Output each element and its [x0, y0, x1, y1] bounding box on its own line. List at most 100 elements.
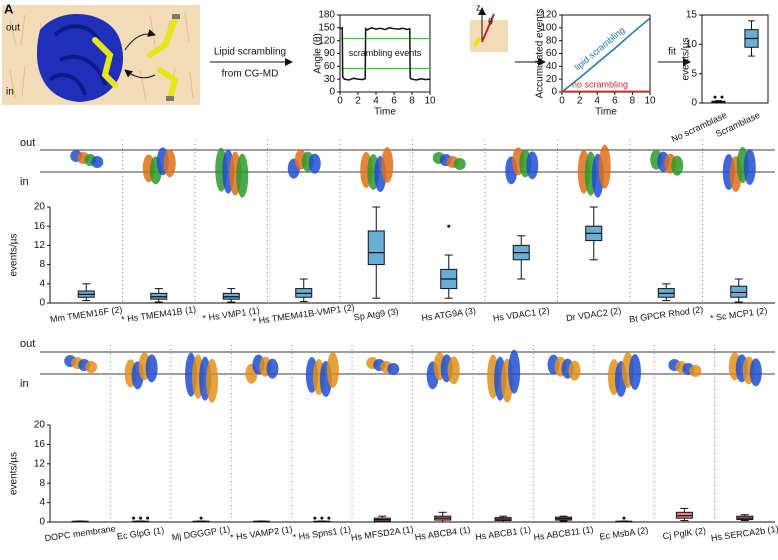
protein-structure	[505, 147, 539, 185]
x-tick-label: 4	[373, 96, 379, 107]
y-tick-label: 0	[39, 517, 45, 528]
protein-structure	[607, 352, 641, 397]
structure-blob	[206, 358, 219, 403]
structure-blob	[447, 356, 460, 385]
structure-blob	[671, 155, 684, 176]
x-tick-label: Hs MFSD2A (1)	[350, 524, 414, 543]
x-axis-label: Time	[595, 107, 617, 118]
x-tick-label: Mm TMEM16F (2)	[49, 304, 123, 324]
x-tick-label: 4	[594, 96, 600, 107]
protein-structure	[142, 147, 176, 185]
structure-blob	[236, 153, 249, 198]
arrow-label: Lipid scrambling	[214, 47, 286, 58]
outlier	[313, 516, 317, 520]
x-tick-label: Dr VDAC2 (2)	[565, 306, 621, 324]
protein-structure	[305, 352, 339, 397]
outlier	[146, 516, 150, 520]
protein-structure	[668, 359, 702, 377]
x-tick-label: DOPC membrane	[44, 523, 116, 543]
x-tick-label: * Hs VAMP2 (1)	[230, 524, 294, 543]
arrow-label: from CG-MD	[222, 69, 279, 80]
membrane-in-label: in	[20, 176, 29, 188]
structure-blob	[145, 354, 158, 383]
y-tick-label: 120	[540, 10, 557, 21]
y-tick-label: 150	[318, 22, 335, 33]
y-tick-label: 4	[39, 278, 45, 289]
membrane-out-label: out	[20, 338, 35, 350]
x-tick-label: Hs ABCB1 (1)	[475, 525, 532, 543]
y-tick-label: 100	[540, 22, 557, 33]
y-axis-label: events/µs	[9, 452, 20, 495]
protein-structure	[432, 152, 466, 170]
y-tick-label: 40	[546, 61, 558, 72]
outlier	[320, 516, 324, 520]
protein-structure	[366, 357, 400, 375]
structure-blob	[387, 363, 400, 375]
structure-blob	[598, 144, 611, 189]
y-tick-label: 20	[34, 202, 46, 213]
structure-blob	[508, 349, 521, 394]
outlier	[713, 95, 717, 99]
x-tick-label: 8	[630, 96, 636, 107]
outlier	[199, 516, 203, 520]
x-tick-label: 10	[644, 96, 656, 107]
outlier	[132, 516, 136, 520]
protein-structure	[650, 149, 684, 176]
y-tick-label: 20	[546, 74, 558, 85]
y-tick-label: 10	[686, 39, 698, 50]
x-tick-label: * Hs TMEM41B (1)	[121, 304, 197, 324]
y-tick-label: 12	[34, 458, 46, 469]
inset: z θ	[470, 2, 508, 52]
x-tick-label: * Hs TMEM41B-VMP1 (2)	[252, 302, 355, 326]
data-line	[561, 17, 651, 93]
data-line	[339, 26, 431, 81]
x-tick-label: 6	[612, 96, 618, 107]
structure-blob	[91, 156, 104, 168]
x-tick-label: Hs ATG9A (3)	[421, 306, 477, 324]
y-tick-label: 0	[551, 87, 557, 98]
x-tick-label: Hs ABCB4 (1)	[414, 525, 471, 543]
x-tick-label: 6	[391, 96, 397, 107]
inset-label: z	[476, 2, 481, 12]
schematic-out-label: out	[6, 23, 20, 34]
protein-structure	[245, 354, 279, 384]
protein-structure	[64, 355, 98, 373]
protein-structure	[722, 147, 756, 192]
protein-structure	[547, 354, 581, 381]
structure-blob	[628, 354, 641, 390]
y-axis-label: Angle (θ)	[313, 33, 324, 74]
membrane-out-label: out	[20, 137, 35, 149]
outlier	[720, 95, 724, 99]
x-tick-label: Hs VDAC1 (2)	[492, 305, 550, 323]
y-tick-label: 20	[34, 420, 46, 431]
structure-blob	[568, 360, 581, 381]
x-tick-label: 8	[409, 96, 415, 107]
protein-structure	[360, 147, 394, 192]
x-tick-label: Cj PglK (2)	[662, 525, 706, 541]
structure-blob	[266, 358, 279, 379]
structure-blob	[689, 365, 702, 377]
x-tick-label: * Hs VMP1 (1)	[202, 305, 260, 323]
outlier	[139, 516, 143, 520]
y-tick-label: 0	[39, 298, 45, 309]
x-tick-label: Hs ABCB11 (1)	[533, 524, 594, 542]
protein-structure	[287, 149, 321, 179]
x-tick-label: Hs SERCA2b (1)	[710, 524, 778, 543]
y-tick-label: 16	[34, 439, 46, 450]
y-tick-label: 0	[329, 87, 335, 98]
outlier	[447, 224, 451, 228]
x-tick-label: Mj DGGGP (1)	[171, 524, 231, 542]
membrane-lines	[40, 149, 775, 375]
protein-structure	[70, 150, 104, 168]
structure-blob	[326, 352, 339, 388]
box	[730, 285, 748, 298]
protein-structure	[487, 349, 521, 403]
annotation: scrambling events	[349, 48, 422, 58]
box	[367, 230, 385, 266]
y-tick-label: 16	[34, 221, 46, 232]
x-tick-label: Ec MsbA (2)	[599, 525, 649, 542]
outlier	[327, 516, 331, 520]
structure-blob	[163, 149, 176, 178]
protein-structure	[185, 352, 219, 403]
